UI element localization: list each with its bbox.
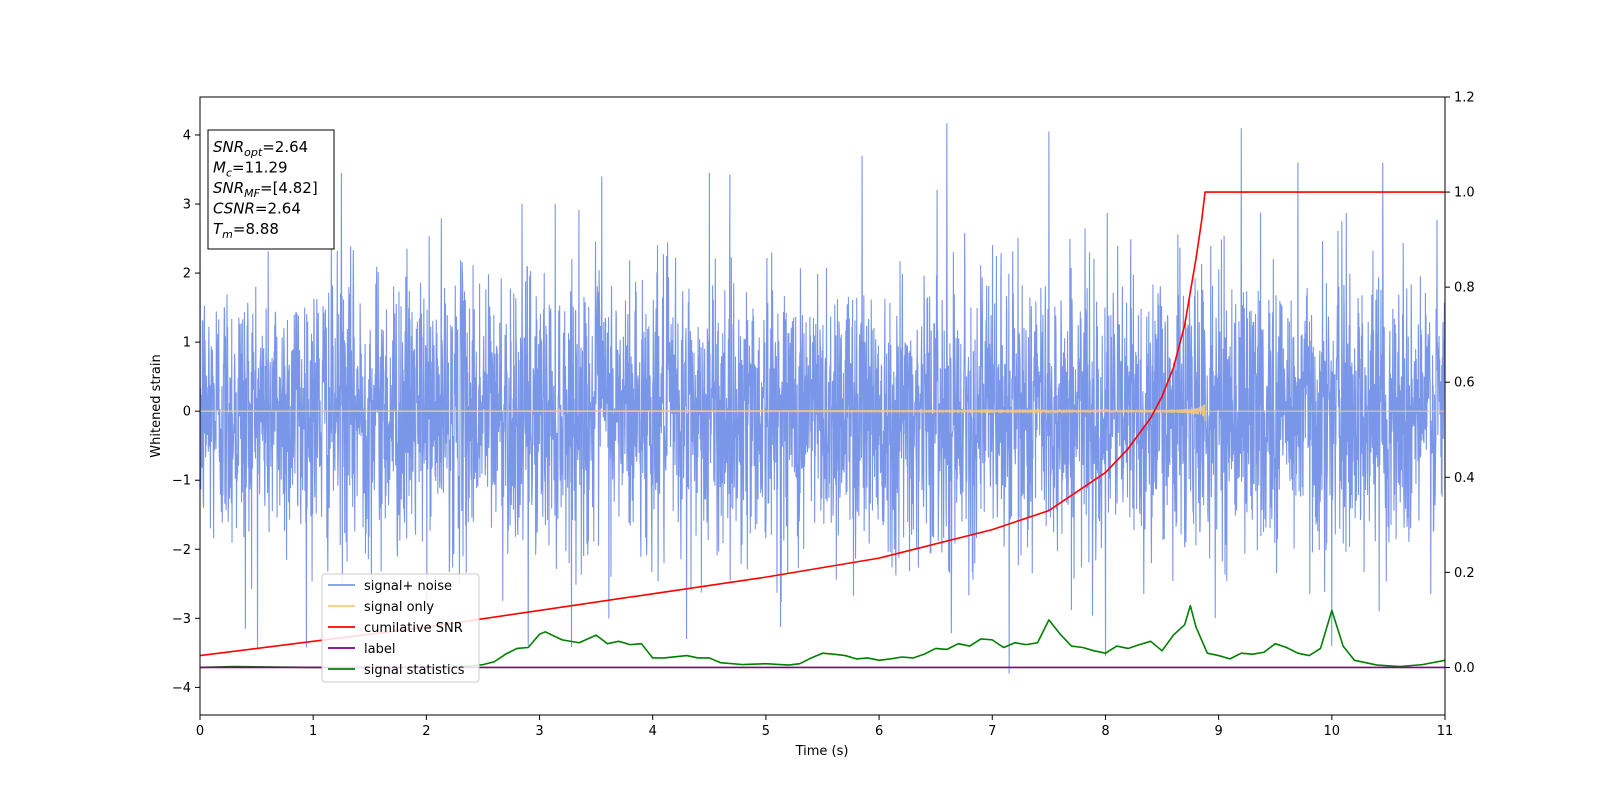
- legend-item-signal-statistics: signal statistics: [328, 663, 465, 678]
- annotation-line: CSNR=2.64: [213, 200, 301, 218]
- y-right-tick-label: 1.0: [1454, 186, 1475, 201]
- legend-frame: [321, 573, 480, 683]
- legend-label: cumilative SNR: [364, 621, 463, 636]
- x-tick-label: 8: [1101, 724, 1109, 739]
- y-right-tick-label: 0.2: [1454, 566, 1475, 581]
- y-right-tick-label: 0.0: [1454, 661, 1475, 676]
- y-left-tick-label: 1: [183, 336, 191, 351]
- legend-label: label: [364, 642, 395, 657]
- y-right-tick-label: 0.6: [1454, 376, 1475, 391]
- series-line-signal-statistics: [200, 604, 1445, 669]
- annotation-line: Mc=11.29: [213, 159, 288, 180]
- series-line-cumilative-snr: [200, 191, 1445, 657]
- legend-item-signal-noise: signal+ noise: [328, 579, 452, 594]
- plot-frame: [199, 96, 1446, 716]
- y-left-tick-label: −1: [172, 474, 191, 489]
- annotation-line: SNRopt=2.64: [213, 138, 308, 159]
- legend-label: signal+ noise: [364, 579, 452, 594]
- annotation-line: SNRMF=[4.82]: [213, 179, 318, 200]
- x-tick-label: 2: [422, 724, 430, 739]
- legend: signal+ noise signal only cumilative SNR la…: [321, 573, 480, 683]
- x-axis-label: Time (s): [795, 744, 849, 759]
- x-tick-label: 4: [649, 724, 657, 739]
- x-tick-label: 9: [1214, 724, 1222, 739]
- ticks-layer: 0 1 2 3 4 5 6 7 8 9 10 11 −4 −3 −2 −1 0 1 2 3 4 0.0 0.2 0.4 0.6 0…: [172, 91, 1475, 740]
- x-tick-label: 0: [196, 724, 204, 739]
- y-left-tick-label: −4: [172, 681, 191, 696]
- annotation-box-frame: [207, 129, 335, 250]
- legend-label: signal statistics: [364, 663, 465, 678]
- y-left-tick-label: 3: [183, 198, 191, 213]
- x-tick-label: 11: [1437, 724, 1454, 739]
- legend-item-signal-only: signal only: [328, 600, 434, 615]
- y-left-tick-label: −2: [172, 543, 191, 558]
- x-tick-label: 7: [988, 724, 996, 739]
- legend-label: signal only: [364, 600, 434, 615]
- y-right-tick-label: 1.2: [1454, 91, 1475, 106]
- y-left-tick-label: −3: [172, 612, 191, 627]
- legend-item-cumilative-snr: cumilative SNR: [328, 621, 463, 636]
- x-tick-label: 1: [309, 724, 317, 739]
- legend-item-label: label: [328, 642, 395, 657]
- x-tick-label: 6: [875, 724, 883, 739]
- y-left-tick-label: 4: [183, 128, 191, 143]
- x-tick-label: 3: [535, 724, 543, 739]
- y-left-tick-label: 2: [183, 267, 191, 282]
- annotation-line: Tm=8.88: [213, 220, 279, 241]
- y-right-tick-label: 0.8: [1454, 281, 1475, 296]
- y-left-tick-label: 0: [183, 405, 191, 420]
- y-right-tick-label: 0.4: [1454, 471, 1475, 486]
- series-line-signal-only: [200, 404, 1445, 421]
- series-line-signal-plus-noise: [200, 123, 1445, 674]
- x-tick-label: 10: [1324, 724, 1341, 739]
- y-axis-label-left: Whitened strain: [149, 354, 164, 457]
- annotation-box: SNRopt=2.64Mc=11.29SNRMF=[4.82]CSNR=2.64…: [207, 129, 335, 250]
- x-tick-label: 5: [762, 724, 770, 739]
